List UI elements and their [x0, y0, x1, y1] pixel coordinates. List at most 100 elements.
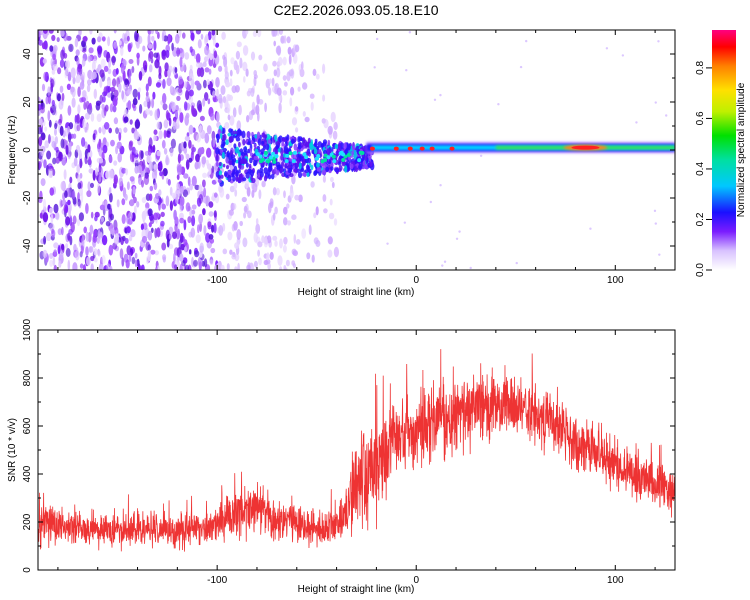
noise-blob: [222, 96, 227, 104]
noise-blob: [283, 35, 287, 44]
transition-blob: [257, 172, 261, 178]
noise-blob: [165, 49, 170, 59]
noise-blob: [193, 259, 198, 267]
noise-blob: [272, 30, 278, 37]
noise-blob: [151, 35, 155, 42]
faint-dot: [497, 103, 500, 106]
noise-blob: [104, 122, 110, 130]
noise-blob: [175, 105, 179, 112]
noise-blob: [158, 72, 162, 80]
transition-blob: [267, 139, 272, 145]
noise-blob: [198, 213, 204, 224]
noise-blob: [128, 68, 133, 77]
noise-blob: [156, 227, 161, 238]
noise-blob: [107, 68, 112, 75]
noise-blob: [77, 174, 81, 183]
transition-blob: [325, 166, 330, 173]
noise-blob: [48, 30, 54, 34]
faint-dot: [408, 31, 412, 34]
noise-blob: [211, 224, 215, 233]
noise-blob: [250, 87, 255, 98]
noise-blob: [299, 68, 305, 78]
noise-blob: [147, 250, 152, 262]
noise-blob: [282, 244, 287, 253]
noise-blob: [183, 239, 188, 246]
noise-blob: [49, 187, 55, 196]
noise-blob: [185, 112, 190, 119]
transition-blob: [270, 173, 275, 180]
noise-blob: [164, 69, 168, 78]
noise-blob: [47, 167, 53, 179]
noise-blob: [157, 31, 160, 40]
transition-speckle: [326, 155, 331, 160]
noise-blob: [226, 94, 231, 102]
faint-dot: [439, 183, 442, 187]
noise-blob: [182, 62, 186, 72]
noise-blob: [52, 157, 57, 165]
noise-blob: [243, 212, 247, 219]
noise-blob: [133, 205, 137, 215]
noise-blob: [170, 87, 177, 96]
noise-blob: [60, 181, 66, 191]
noise-blob: [72, 76, 76, 85]
noise-blob: [276, 87, 282, 96]
transition-blob: [362, 160, 366, 167]
noise-blob: [95, 167, 99, 176]
colorbar-tick-label: 0.4: [695, 162, 706, 176]
noise-blob: [150, 30, 154, 35]
transition-blob: [241, 152, 245, 157]
noise-blob: [59, 85, 64, 94]
noise-blob: [167, 179, 171, 186]
noise-blob: [92, 58, 98, 64]
noise-blob: [229, 69, 233, 77]
noise-blob: [80, 192, 84, 204]
noise-blob: [255, 104, 260, 116]
noise-blob: [153, 129, 158, 135]
noise-blob: [321, 118, 326, 124]
noise-blob: [183, 81, 188, 89]
noise-blob: [57, 228, 63, 236]
noise-blob: [222, 248, 228, 255]
transition-blob: [297, 144, 302, 150]
noise-blob: [57, 244, 61, 255]
noise-blob: [100, 264, 104, 270]
noise-blob: [204, 34, 209, 43]
noise-blob: [226, 103, 231, 114]
noise-blob: [52, 64, 58, 71]
noise-blob: [43, 30, 48, 34]
noise-blob: [153, 135, 157, 142]
noise-blob: [191, 215, 196, 227]
transition-blob: [216, 161, 219, 167]
noise-blob: [127, 100, 132, 111]
noise-blob: [159, 160, 163, 169]
transition-blob: [362, 145, 367, 152]
noise-blob: [239, 57, 243, 69]
noise-blob: [206, 79, 210, 85]
noise-blob: [222, 54, 226, 60]
noise-blob: [38, 104, 42, 111]
noise-blob: [256, 94, 260, 105]
noise-blob: [115, 145, 119, 155]
noise-blob: [108, 57, 112, 68]
transition-blob: [334, 143, 339, 150]
noise-blob: [65, 140, 68, 146]
noise-blob: [130, 229, 136, 238]
transition-speckle: [284, 159, 289, 164]
noise-blob: [165, 110, 169, 120]
noise-blob: [83, 226, 87, 234]
noise-blob: [57, 93, 61, 102]
noise-blob: [182, 32, 186, 39]
noise-blob: [42, 198, 47, 210]
transition-blob: [220, 148, 223, 155]
faint-dot: [605, 47, 609, 50]
noise-blob: [113, 236, 120, 245]
noise-blob: [108, 187, 112, 194]
noise-blob: [204, 132, 210, 144]
noise-blob: [257, 241, 263, 248]
faint-dot: [443, 260, 447, 263]
noise-blob: [277, 56, 283, 66]
noise-blob: [187, 205, 191, 211]
noise-blob: [141, 235, 148, 244]
noise-blob: [65, 248, 71, 257]
transition-blob: [215, 153, 219, 162]
